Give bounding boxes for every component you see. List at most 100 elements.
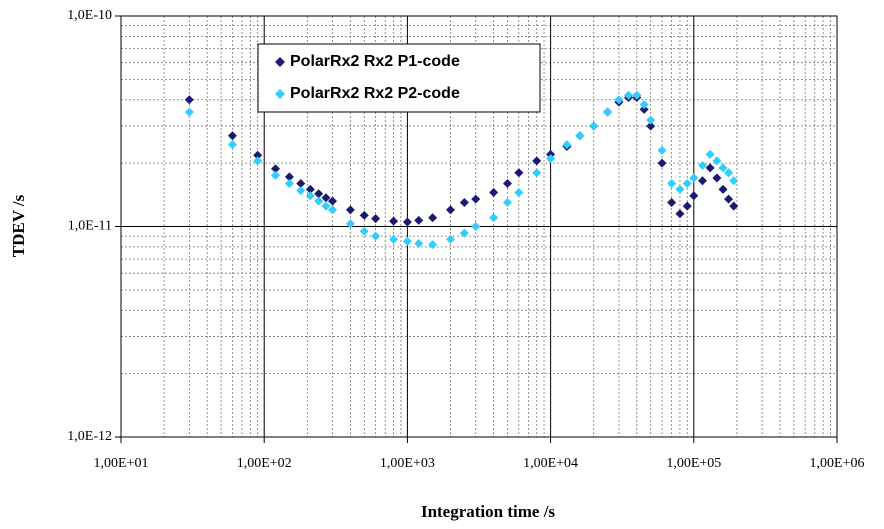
- data-point: [624, 90, 634, 100]
- data-point: [697, 176, 707, 186]
- data-point: [646, 121, 656, 131]
- data-point: [446, 205, 456, 215]
- legend-label: PolarRx2 Rx2 P2-code: [290, 85, 460, 102]
- data-point: [328, 205, 338, 215]
- data-point: [389, 216, 399, 226]
- data-point: [575, 131, 585, 141]
- plot-frame: [120, 15, 838, 438]
- data-point: [718, 163, 728, 173]
- data-point: [712, 173, 722, 183]
- data-point: [414, 239, 424, 249]
- data-point: [667, 179, 677, 189]
- data-point: [705, 149, 715, 159]
- legend-marker: [275, 89, 285, 99]
- data-point: [646, 115, 656, 125]
- data-point: [271, 170, 281, 180]
- data-point: [328, 196, 338, 206]
- data-point: [471, 222, 481, 231]
- y-tick-label: 1,0E-12: [67, 429, 112, 444]
- legend-label: PolarRx2 Rx2 P1-code: [290, 53, 460, 70]
- data-point: [675, 209, 685, 219]
- legend-marker: [275, 57, 285, 67]
- data-point: [657, 145, 667, 155]
- data-point: [253, 156, 263, 166]
- y-tick-label: 1,0E-10: [67, 8, 112, 23]
- data-point: [296, 179, 306, 189]
- data-point: [321, 201, 331, 211]
- data-point: [371, 231, 381, 241]
- data-point: [459, 198, 469, 208]
- data-point: [345, 219, 355, 229]
- data-point: [489, 188, 499, 198]
- data-point: [532, 168, 542, 178]
- data-point: [284, 179, 294, 189]
- data-point: [459, 228, 469, 238]
- data-point: [724, 194, 734, 204]
- data-point: [724, 168, 734, 178]
- data-point: [589, 121, 599, 131]
- data-point: [314, 196, 324, 206]
- data-point: [639, 99, 649, 109]
- x-tick-label: 1,00E+04: [523, 456, 578, 471]
- x-tick-label: 1,00E+06: [810, 456, 865, 471]
- data-point: [729, 176, 739, 186]
- data-point: [345, 205, 355, 215]
- data-point: [603, 107, 613, 117]
- data-point: [184, 107, 194, 117]
- data-point: [389, 234, 399, 244]
- x-tick-label: 1,00E+02: [237, 456, 292, 471]
- data-point: [502, 179, 512, 189]
- data-point: [667, 198, 677, 208]
- data-point: [227, 131, 237, 141]
- data-point: [296, 186, 306, 196]
- data-point: [614, 95, 624, 105]
- data-point: [253, 150, 263, 160]
- data-point: [428, 240, 438, 250]
- data-point: [632, 90, 642, 100]
- data-point: [514, 188, 524, 198]
- data-point: [359, 210, 369, 220]
- data-point: [359, 226, 369, 236]
- data-point: [314, 189, 324, 199]
- data-point: [639, 104, 649, 114]
- data-point: [284, 172, 294, 182]
- data-point: [532, 156, 542, 166]
- data-point: [184, 95, 194, 105]
- data-point: [402, 217, 412, 227]
- x-axis-label: Integration time /s: [421, 502, 555, 521]
- legend-box: [257, 43, 541, 113]
- data-point: [271, 164, 281, 174]
- data-point: [718, 184, 728, 194]
- data-point: [657, 158, 667, 168]
- data-point: [682, 179, 692, 189]
- y-axis-label: TDEV /s: [9, 194, 28, 257]
- y-tick-label: 1,0E-11: [68, 219, 112, 234]
- data-point: [402, 236, 412, 246]
- data-point: [471, 194, 481, 204]
- data-point: [371, 214, 381, 224]
- data-point: [446, 234, 456, 244]
- data-point: [321, 193, 331, 203]
- data-point: [675, 184, 685, 194]
- data-point: [305, 184, 315, 194]
- data-point: [514, 168, 524, 178]
- data-point: [729, 201, 739, 211]
- data-point: [705, 163, 715, 173]
- data-point: [712, 156, 722, 166]
- data-point: [697, 160, 707, 170]
- data-point: [689, 173, 699, 183]
- data-point: [502, 198, 512, 208]
- data-point: [428, 213, 438, 223]
- data-point: [227, 140, 237, 150]
- data-point: [305, 191, 315, 201]
- data-point: [682, 201, 692, 211]
- data-point: [489, 213, 499, 223]
- x-tick-label: 1,00E+01: [94, 456, 149, 471]
- data-point: [414, 215, 424, 225]
- x-tick-label: 1,00E+03: [380, 456, 435, 471]
- data-point: [689, 191, 699, 201]
- data-point: [546, 154, 556, 164]
- x-tick-label: 1,00E+05: [666, 456, 721, 471]
- data-point: [562, 140, 572, 150]
